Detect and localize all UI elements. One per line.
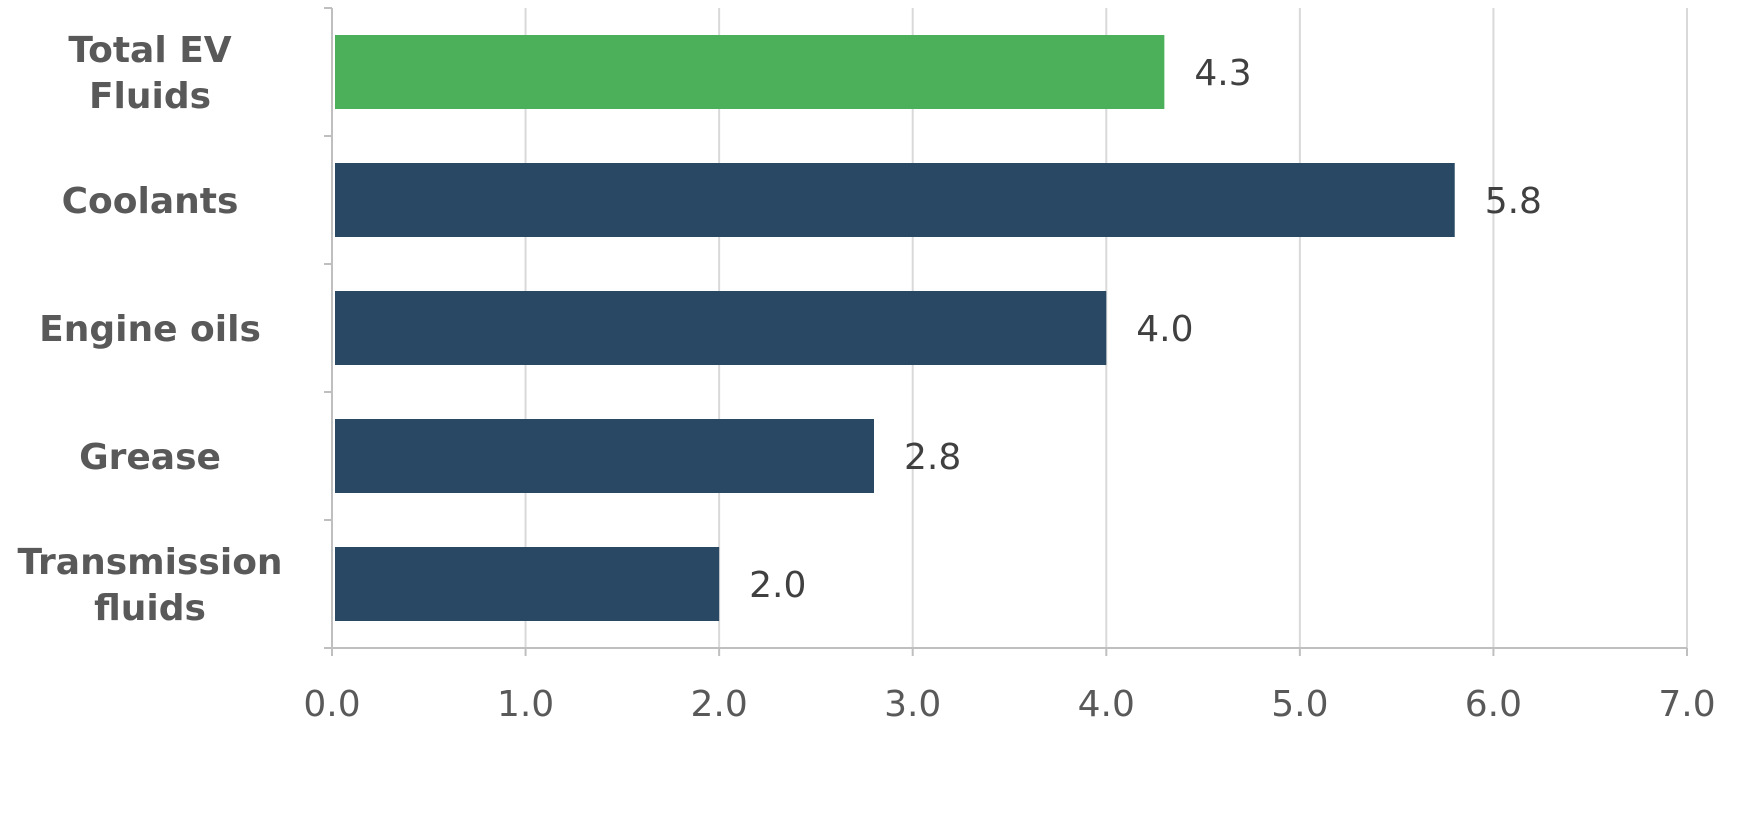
bars: [335, 35, 1455, 621]
x-tick-label: 4.0: [1078, 684, 1135, 725]
bar-0: [335, 35, 1165, 109]
x-tick-label: 5.0: [1271, 684, 1328, 725]
bar-1: [335, 163, 1455, 237]
x-tick-label: 1.0: [497, 684, 554, 725]
category-label-3: Grease: [79, 437, 221, 478]
labels: 0.0 1.0 2.0 3.0 4.0 5.0 6.0 7.0 4.3 Total EV Fluid…: [17, 30, 1715, 725]
x-tick-label: 7.0: [1658, 684, 1715, 725]
x-tick-label: 3.0: [884, 684, 941, 725]
value-label-1: 5.8: [1485, 181, 1542, 222]
category-label-2: Engine oils: [39, 309, 261, 350]
x-tick-label: 2.0: [691, 684, 748, 725]
value-label-3: 2.8: [904, 437, 961, 478]
category-label-1: Coolants: [62, 181, 239, 222]
category-label-4: Transmission fluids: [17, 542, 282, 629]
value-label-0: 4.3: [1194, 53, 1251, 94]
value-label-2: 4.0: [1136, 309, 1193, 350]
x-tick-label: 0.0: [303, 684, 360, 725]
value-label-4: 2.0: [749, 565, 806, 606]
x-tick-label: 6.0: [1465, 684, 1522, 725]
axes: [324, 7, 1688, 656]
bar-3: [335, 419, 874, 493]
bar-4: [335, 547, 720, 621]
bar-2: [335, 291, 1107, 365]
category-label-0: Total EV Fluids: [68, 30, 231, 117]
